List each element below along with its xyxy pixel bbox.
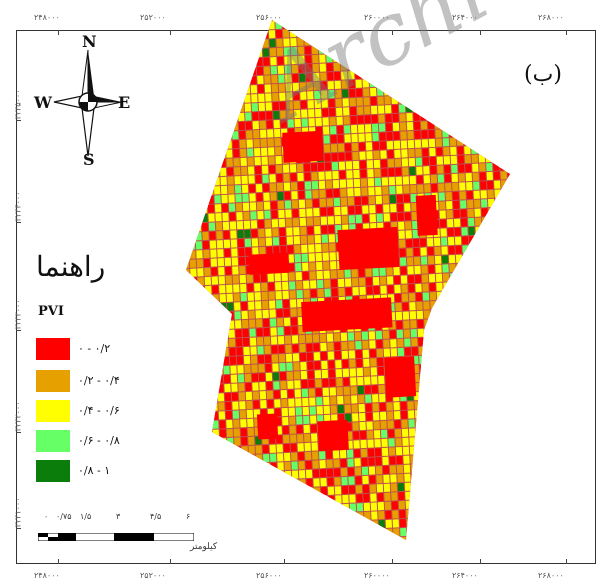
legend-item: ۰/۸ - ۱	[36, 460, 176, 484]
panel-label: (ب)	[524, 62, 562, 87]
legend-item-label: ۰/۸ - ۱	[78, 464, 111, 477]
north-arrow-icon: N S W E	[34, 32, 131, 169]
x-tick: ۲۴۸۰۰۰	[34, 13, 60, 22]
x-tick: ۲۵۲۰۰۰	[140, 13, 166, 22]
scale-label: ۳	[116, 512, 121, 521]
south-label: S	[83, 150, 95, 169]
scale-label: ۱/۵	[80, 512, 92, 521]
legend-item-label: ۰/۴ - ۰/۶	[78, 404, 120, 417]
east-label: E	[118, 93, 131, 112]
x-tick: ۲۵۲۰۰۰	[140, 571, 166, 580]
x-tick: ۲۶۸۰۰۰	[538, 13, 564, 22]
legend-item: ۰/۲ - ۰/۴	[36, 370, 176, 394]
legend-item: ۰/۶ - ۰/۸	[36, 430, 176, 454]
scale-label: ۰	[44, 512, 49, 521]
west-label: W	[34, 93, 52, 112]
x-tick: ۲۶۴۰۰۰	[452, 571, 478, 580]
legend-swatch	[36, 430, 70, 452]
north-label: N	[82, 32, 97, 51]
x-tick: ۲۶۰۰۰۰	[364, 571, 390, 580]
scale-label: ۶	[186, 512, 191, 521]
legend-item-label: ۰/۶ - ۰/۸	[78, 434, 120, 447]
legend-swatch	[36, 460, 70, 482]
legend-item-label: ۰/۲ - ۰/۴	[78, 374, 120, 387]
legend-title: راهنما	[36, 250, 106, 283]
x-tick: ۲۶۴۰۰۰	[452, 13, 478, 22]
scale-label: ۴/۵	[150, 512, 162, 521]
legend-swatch	[36, 370, 70, 392]
x-tick: ۲۴۸۰۰۰	[34, 571, 60, 580]
legend-item-label: ۰ - ۰/۲	[78, 342, 111, 355]
x-tick: ۲۶۰۰۰۰	[364, 13, 390, 22]
legend-item: ۰/۴ - ۰/۶	[36, 400, 176, 424]
scale-unit: کیلومتر	[190, 542, 218, 552]
legend-swatch	[36, 400, 70, 422]
scale-bar	[37, 526, 195, 545]
scale-label: ۰/۷۵	[56, 512, 72, 521]
x-tick: ۲۶۸۰۰۰	[538, 571, 564, 580]
legend-swatch	[36, 338, 70, 360]
legend-variable: PVI	[38, 304, 64, 319]
x-tick: ۲۵۶۰۰۰	[256, 571, 282, 580]
legend-item: ۰ - ۰/۲	[36, 338, 176, 362]
x-tick: ۲۵۶۰۰۰	[256, 13, 282, 22]
